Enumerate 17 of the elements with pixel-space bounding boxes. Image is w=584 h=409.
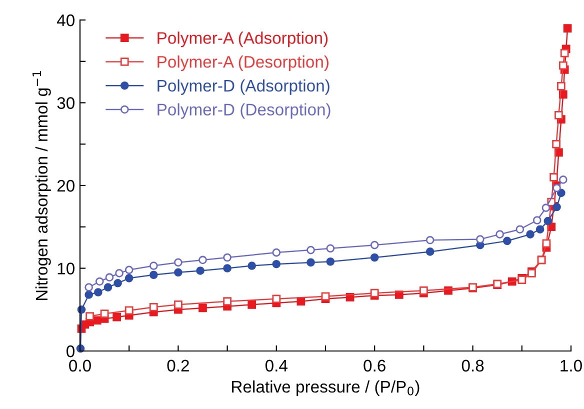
legend-label: Polymer-D (Adsorption) <box>158 79 330 95</box>
y-axis-title: Nitrogen adsorption / mmol g$^{−1}$ <box>32 71 51 300</box>
y-tick-label: 20 <box>57 180 74 192</box>
x-axis-title: Relative pressure / (P/P$_{0}$) <box>232 380 420 396</box>
x-tick-label: 0.4 <box>265 360 288 372</box>
x-tick-label: 1.0 <box>560 360 582 372</box>
y-tick-label: 30 <box>57 97 74 109</box>
y-tick-label: 0 <box>66 345 74 358</box>
legend-label: Polymer-A (Desorption) <box>158 56 328 72</box>
y-tick-label: 40 <box>56 14 74 26</box>
x-tick-label: 0.8 <box>462 360 484 372</box>
y-tick-label: 10 <box>58 262 74 274</box>
x-tick-label: 0.2 <box>167 360 189 372</box>
legend-label: Polymer-D (Desorption) <box>158 103 330 119</box>
x-tick-label: 0.0 <box>69 360 91 372</box>
legend-label: Polymer-A (Adsorption) <box>158 32 328 48</box>
x-tick-label: 0.6 <box>364 360 386 372</box>
